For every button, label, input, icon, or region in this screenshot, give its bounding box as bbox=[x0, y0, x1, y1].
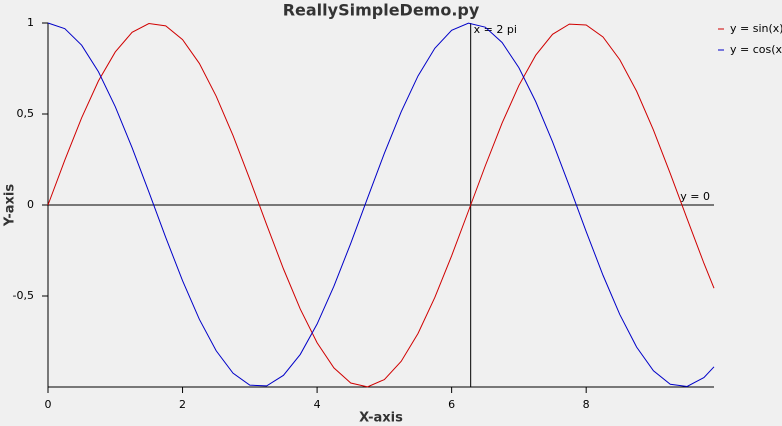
legend-label: y = sin(x) bbox=[730, 22, 782, 35]
y-tick-label: -0,5 bbox=[13, 289, 34, 302]
x-tick-label: 2 bbox=[179, 398, 186, 411]
chart-title: ReallySimpleDemo.py bbox=[283, 1, 480, 20]
x-tick-label: 4 bbox=[314, 398, 321, 411]
x-tick-label: 0 bbox=[45, 398, 52, 411]
series-line bbox=[47, 23, 715, 388]
marker-label-y: y = 0 bbox=[680, 190, 710, 203]
marker-label-x: x = 2 pi bbox=[474, 23, 517, 36]
x-axis-title: X-axis bbox=[359, 411, 403, 426]
series-line bbox=[47, 22, 715, 387]
y-axis-title: Y-axis bbox=[3, 184, 18, 228]
y-tick-label: 0,5 bbox=[17, 107, 35, 120]
x-tick-label: 6 bbox=[448, 398, 455, 411]
legend-label: y = cos(x) bbox=[730, 43, 782, 56]
y-tick-label: 1 bbox=[27, 16, 34, 29]
y-tick-label: 0 bbox=[27, 198, 34, 211]
x-tick-label: 8 bbox=[583, 398, 590, 411]
